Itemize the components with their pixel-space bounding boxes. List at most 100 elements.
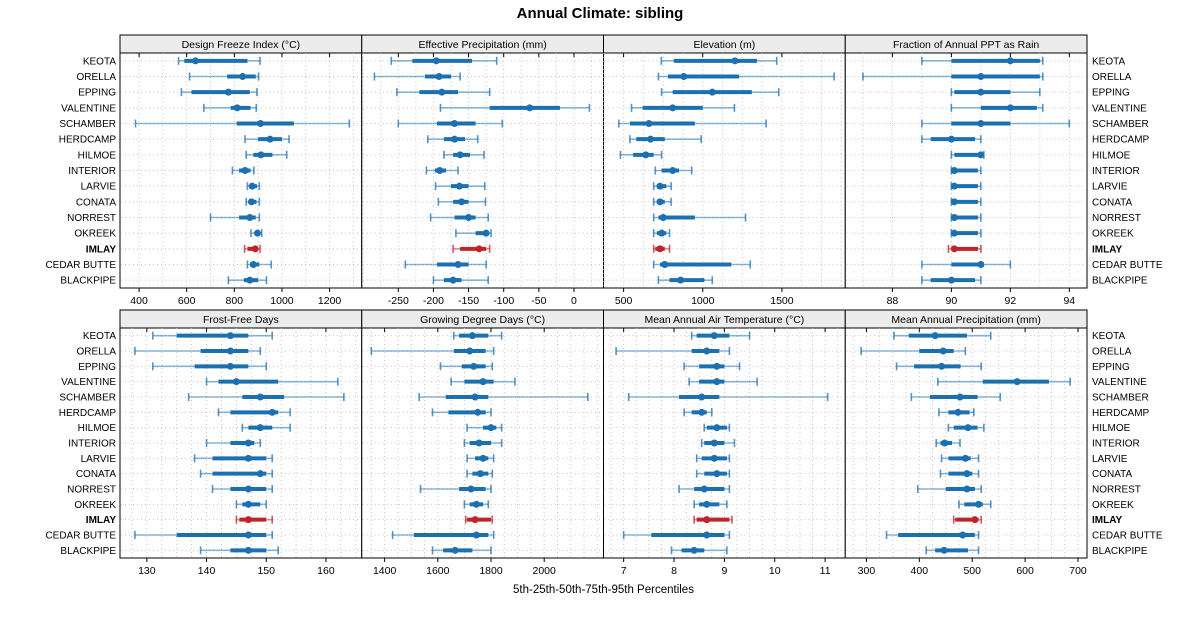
median-dot [940, 546, 948, 554]
axis-tick-label: -200 [423, 295, 444, 307]
median-dot [432, 57, 440, 65]
median-dot [947, 135, 955, 143]
row-label-left: EPPING [78, 88, 116, 99]
median-dot [669, 167, 677, 174]
row-label-right: OKREEK [1092, 500, 1134, 511]
median-dot [226, 347, 234, 355]
median-dot [246, 214, 254, 221]
axis-tick-label: 88 [887, 295, 899, 307]
median-dot [526, 104, 534, 112]
median-dot [961, 454, 969, 462]
median-dot [690, 546, 698, 554]
median-dot [950, 245, 958, 253]
median-dot [244, 516, 252, 524]
median-dot [950, 214, 958, 221]
panel-title: Design Freeze Index (°C) [182, 39, 301, 51]
median-dot [479, 378, 487, 386]
axis-tick-label: 700 [1069, 565, 1087, 577]
median-dot [479, 454, 487, 462]
median-dot [645, 120, 653, 127]
median-dot [465, 214, 473, 221]
panel-title: Frost-Free Days [203, 314, 279, 326]
median-dot [950, 198, 958, 206]
median-dot [476, 470, 484, 478]
axis-tick-label: 1400 [373, 565, 397, 577]
median-dot [244, 531, 252, 539]
axis-tick-label: 130 [138, 565, 156, 577]
row-label-right: ORELLA [1092, 72, 1132, 83]
median-dot [256, 393, 264, 401]
row-label-right: INTERIOR [1092, 439, 1140, 450]
median-dot [232, 378, 240, 386]
row-label-right: ORELLA [1092, 347, 1132, 358]
row-label-left: OKREEK [74, 229, 116, 240]
median-dot [192, 57, 200, 65]
median-dot [455, 182, 463, 190]
median-dot [703, 500, 711, 508]
median-dot [963, 470, 971, 478]
median-dot [451, 546, 459, 554]
median-dot [487, 424, 495, 432]
median-dot [239, 73, 247, 80]
median-dot [257, 120, 265, 127]
median-dot [703, 516, 711, 524]
median-dot [977, 88, 985, 96]
median-dot [482, 229, 490, 237]
median-dot [449, 276, 457, 284]
median-dot [1013, 378, 1021, 386]
row-label-right: OKREEK [1092, 229, 1134, 240]
median-dot [257, 151, 265, 159]
row-label-left: CEDAR BUTTE [45, 260, 116, 271]
axis-tick-label: 500 [963, 565, 981, 577]
median-dot [950, 229, 958, 237]
median-dot [658, 229, 666, 237]
median-dot [669, 104, 677, 112]
median-dot [971, 516, 979, 524]
median-dot [956, 393, 964, 401]
median-dot [244, 485, 252, 493]
median-dot [710, 332, 718, 340]
chart-title: Annual Climate: sibling [516, 5, 684, 22]
row-label-left: BLACKPIPE [60, 276, 116, 287]
median-dot [1006, 104, 1014, 112]
axis-tick-label: 0 [571, 295, 577, 307]
median-dot [458, 198, 466, 206]
panel-title: Mean Annual Precipitation (mm) [891, 314, 1040, 326]
row-label-left: VALENTINE [61, 103, 116, 114]
row-label-left: ORELLA [77, 347, 117, 358]
row-label-right: IMLAY [1092, 244, 1123, 255]
median-dot [1006, 57, 1014, 65]
axis-tick-label: -100 [493, 295, 514, 307]
row-label-left: CONATA [76, 197, 117, 208]
row-label-right: SCHAMBER [1092, 393, 1149, 404]
median-dot [713, 362, 721, 370]
row-label-right: CONATA [1092, 469, 1133, 480]
axis-tick-label: 94 [1063, 295, 1075, 307]
row-label-left: BLACKPIPE [60, 546, 116, 557]
median-dot [938, 362, 946, 370]
axis-tick-label: 1500 [770, 295, 794, 307]
row-label-right: EPPING [1092, 362, 1130, 373]
median-dot [977, 120, 985, 127]
axis-tick-label: 600 [1016, 565, 1034, 577]
axis-tick-label: 2000 [533, 565, 557, 577]
row-label-left: SCHAMBER [59, 119, 116, 130]
row-label-left: VALENTINE [61, 377, 116, 388]
median-dot [977, 261, 985, 268]
panel-title: Effective Precipitation (mm) [419, 39, 547, 51]
row-label-left: HILMOE [78, 150, 117, 161]
row-label-right: VALENTINE [1092, 377, 1147, 388]
median-dot [472, 500, 480, 508]
median-dot [656, 245, 664, 253]
median-dot [256, 424, 264, 432]
median-dot [248, 182, 256, 190]
row-label-right: KEOTA [1092, 56, 1125, 67]
axis-tick-label: 400 [130, 295, 148, 307]
median-dot [456, 151, 464, 159]
row-label-right: LARVIE [1092, 454, 1128, 465]
median-dot [698, 408, 706, 416]
median-dot [954, 408, 962, 416]
median-dot [256, 470, 264, 478]
